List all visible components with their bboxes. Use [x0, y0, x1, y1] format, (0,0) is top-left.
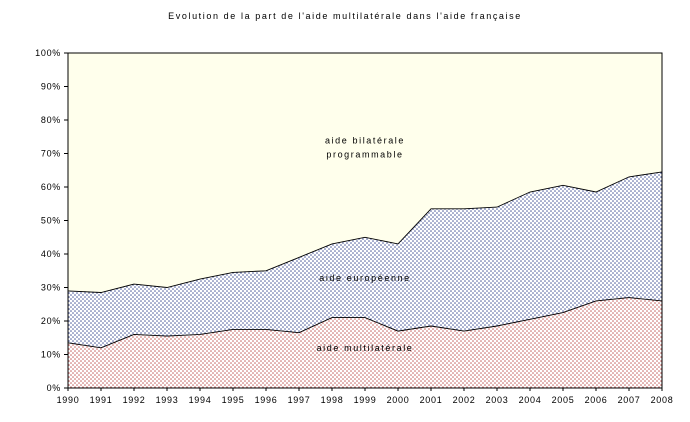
y-tick-label: 80% [41, 115, 61, 125]
x-tick-label: 2006 [585, 395, 608, 405]
x-tick-label: 1994 [189, 395, 212, 405]
chart-title: Evolution de la part de l'aide multilaté… [168, 11, 522, 21]
x-tick-label: 1993 [156, 395, 179, 405]
y-tick-label: 90% [41, 82, 61, 92]
area-annotation: aide européenne [319, 273, 411, 283]
x-tick-label: 2007 [618, 395, 641, 405]
y-tick-label: 60% [41, 182, 61, 192]
y-tick-label: 30% [41, 283, 61, 293]
x-tick-label: 2004 [519, 395, 542, 405]
series-line-europeenne-top [67, 171, 663, 293]
x-tick-label: 2008 [651, 395, 674, 405]
x-tick-label: 1995 [222, 395, 245, 405]
x-tick-label: 1998 [321, 395, 344, 405]
x-tick-label: 2002 [453, 395, 476, 405]
x-tick-label: 1992 [123, 395, 146, 405]
x-tick-label: 1997 [288, 395, 311, 405]
area-annotation: aide bilatérale [325, 135, 405, 145]
y-tick-label: 100% [35, 48, 61, 58]
y-tick-label: 20% [41, 316, 61, 326]
y-tick-label: 70% [41, 149, 61, 159]
y-tick-label: 0% [47, 383, 61, 393]
y-tick-label: 40% [41, 249, 61, 259]
area-annotation: aide multilatérale [317, 343, 414, 353]
x-tick-label: 1990 [57, 395, 80, 405]
y-tick-label: 50% [41, 216, 61, 226]
area-europeenne [68, 171, 662, 348]
area-annotation: programmable [326, 149, 403, 159]
x-tick-label: 1999 [354, 395, 377, 405]
x-tick-label: 2001 [420, 395, 443, 405]
x-tick-label: 2005 [552, 395, 575, 405]
series-line-multilaterale-top [67, 297, 663, 349]
x-tick-label: 1996 [255, 395, 278, 405]
x-tick-label: 2000 [387, 395, 410, 405]
x-tick-label: 2003 [486, 395, 509, 405]
area-multilaterale [68, 297, 662, 388]
y-tick-label: 10% [41, 350, 61, 360]
x-tick-label: 1991 [90, 395, 113, 405]
